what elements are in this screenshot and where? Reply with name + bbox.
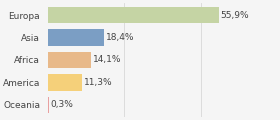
- Text: 11,3%: 11,3%: [84, 78, 113, 87]
- Bar: [48, 7, 219, 23]
- Bar: [48, 52, 91, 68]
- Text: 0,3%: 0,3%: [50, 100, 73, 109]
- Text: 55,9%: 55,9%: [220, 11, 249, 20]
- Text: 14,1%: 14,1%: [92, 55, 121, 64]
- Bar: [48, 74, 82, 90]
- Text: 18,4%: 18,4%: [106, 33, 134, 42]
- Bar: [48, 30, 104, 46]
- Bar: [48, 97, 49, 113]
